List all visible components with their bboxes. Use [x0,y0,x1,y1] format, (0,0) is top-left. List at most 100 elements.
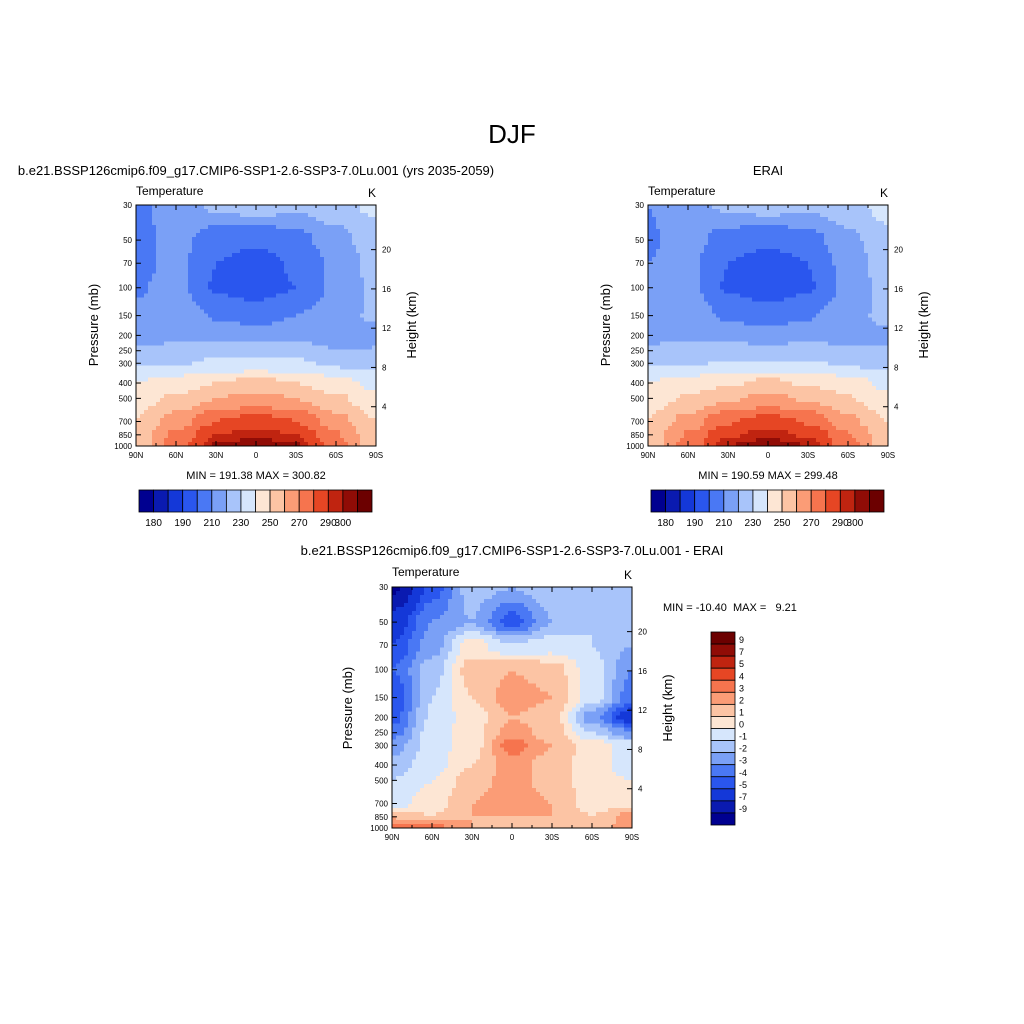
field-cell [272,289,277,294]
field-cell [316,413,321,419]
field-cell [260,277,265,282]
field-cell [248,289,253,294]
field-cell [320,329,325,335]
field-cell [732,261,737,266]
field-cell [220,345,225,351]
field-cell [368,221,373,226]
field-cell [252,233,257,238]
field-cell [168,401,173,407]
field-cell [340,413,345,419]
field-cell [184,233,189,238]
field-cell [792,209,797,214]
field-cell [248,393,253,399]
field-cell [744,209,749,214]
field-cell [316,269,321,274]
field-cell [360,229,365,234]
field-cell [728,289,733,294]
field-cell [252,357,257,363]
field-cell [288,377,293,383]
field-cell [252,433,257,439]
field-cell [804,281,809,286]
field-cell [348,441,353,447]
field-cell [712,225,717,230]
field-cell [680,229,685,234]
field-cell [232,337,237,343]
field-cell [228,221,233,226]
field-cell [264,289,269,294]
field-cell [768,237,773,242]
field-cell [188,341,193,347]
field-cell [208,229,213,234]
field-cell [756,273,761,278]
field-cell [308,305,313,311]
field-cell [748,245,753,250]
field-cell [676,281,681,286]
field-cell [660,253,665,258]
field-cell [192,317,197,323]
field-cell [344,245,349,250]
field-cell [372,305,377,311]
field-cell [344,253,349,258]
field-cell [656,249,661,254]
field-cell [732,205,737,210]
field-cell [212,285,217,290]
field-cell [648,213,653,218]
field-cell [712,229,717,234]
field-cell [188,253,193,258]
field-cell [328,301,333,307]
field-cell [780,233,785,238]
field-cell [308,345,313,351]
field-cell [344,313,349,319]
field-cell [304,257,309,262]
field-cell [364,409,369,415]
field-cell [676,229,681,234]
field-cell [280,213,285,218]
field-cell [364,269,369,274]
field-cell [884,253,889,258]
field-cell [248,337,253,343]
field-cell [764,265,769,270]
field-cell [248,349,253,355]
field-cell [712,281,717,286]
field-cell [832,277,837,282]
field-cell [312,393,317,399]
field-cell [744,277,749,282]
field-cell [716,265,721,270]
field-cell [316,357,321,363]
field-cell [736,205,741,210]
field-cell [204,269,209,274]
field-cell [204,209,209,214]
field-cell [196,337,201,343]
field-cell [176,437,181,443]
field-cell [360,233,365,238]
field-cell [220,237,225,242]
field-cell [204,361,209,367]
field-cell [208,313,213,319]
field-cell [324,229,329,234]
field-cell [808,221,813,226]
field-cell [744,217,749,222]
field-cell [232,321,237,327]
field-cell [156,297,161,302]
field-cell [232,285,237,290]
field-cell [788,209,793,214]
field-cell [240,425,245,431]
field-cell [160,297,165,302]
field-cell [680,265,685,270]
field-cell [768,213,773,218]
field-cell [288,385,293,391]
field-cell [276,305,281,311]
field-cell [800,233,805,238]
field-cell [784,253,789,258]
field-cell [224,281,229,286]
field-cell [156,373,161,379]
field-cell [720,225,725,230]
field-cell [320,237,325,242]
field-cell [212,329,217,335]
field-cell [140,437,145,443]
field-cell [296,361,301,367]
field-cell [156,209,161,214]
field-cell [372,349,377,355]
field-cell [232,417,237,423]
field-cell [296,269,301,274]
